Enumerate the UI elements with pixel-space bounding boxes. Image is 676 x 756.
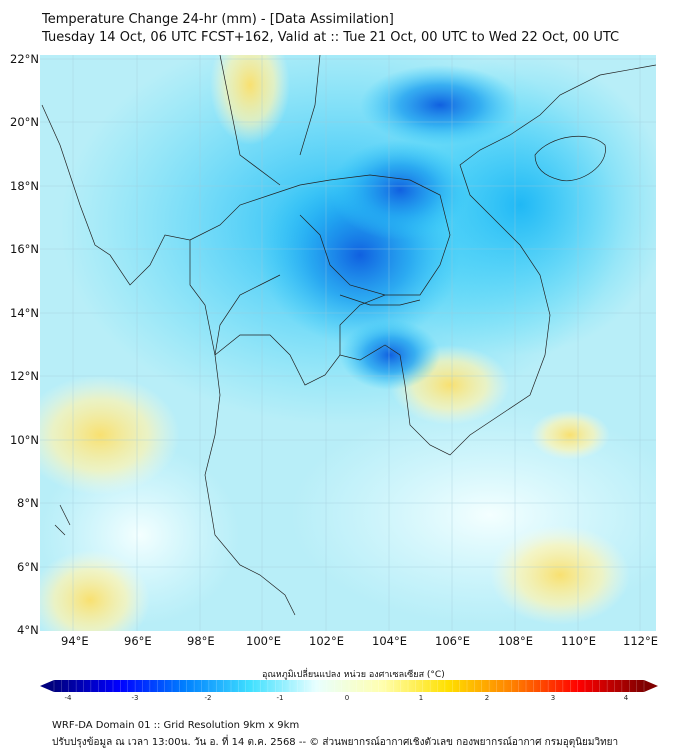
- colorbar-tick: 2: [484, 694, 490, 702]
- lon-label: 108°E: [498, 634, 533, 648]
- coastlines-borders: [41, 55, 656, 616]
- colorbar-tick: -2: [204, 694, 212, 702]
- graticule: [40, 55, 656, 631]
- colorbar-tick: 1: [418, 694, 424, 702]
- lat-label: 4°N: [17, 623, 39, 637]
- lat-label: 18°N: [10, 179, 39, 193]
- lat-label: 20°N: [10, 115, 39, 129]
- colorbar-min-extend: [40, 680, 54, 692]
- colorbar-ramp: [54, 680, 644, 692]
- lon-label: 110°E: [561, 634, 596, 648]
- footer-model-info: WRF-DA Domain 01 :: Grid Resolution 9km …: [52, 720, 300, 731]
- lat-label: 10°N: [10, 433, 39, 447]
- map-panel: [40, 55, 656, 631]
- colorbar-max-extend: [644, 680, 658, 692]
- map-subtitle: Tuesday 14 Oct, 06 UTC FCST+162, Valid a…: [42, 30, 620, 45]
- lon-label: 102°E: [309, 634, 344, 648]
- lat-label: 6°N: [17, 560, 39, 574]
- lon-label: 104°E: [372, 634, 407, 648]
- colorbar-tick: -3: [131, 694, 139, 702]
- colorbar-tick: -1: [276, 694, 284, 702]
- lon-label: 98°E: [187, 634, 215, 648]
- lat-label: 8°N: [17, 496, 39, 510]
- lon-label: 94°E: [61, 634, 89, 648]
- lon-label: 106°E: [435, 634, 470, 648]
- colorbar-tick: 3: [550, 694, 556, 702]
- colorbar-tick: 0: [344, 694, 350, 702]
- colorbar-tick: 4: [623, 694, 629, 702]
- colorbar-label: อุณหภูมิเปลี่ยนแปลง หน่วย องศาเซลเซียส (…: [262, 670, 445, 680]
- footer-update-credit: ปรับปรุงข้อมูล ณ เวลา 13:00น. วัน อ. ที่…: [52, 737, 619, 748]
- lon-label: 112°E: [623, 634, 658, 648]
- map-title: Temperature Change 24-hr (mm) - [Data As…: [42, 12, 394, 27]
- colorbar: [40, 680, 658, 692]
- colorbar-tick: -4: [64, 694, 72, 702]
- lat-label: 16°N: [10, 242, 39, 256]
- lat-label: 22°N: [10, 52, 39, 66]
- lat-label: 14°N: [10, 306, 39, 320]
- lat-label: 12°N: [10, 369, 39, 383]
- lon-label: 100°E: [246, 634, 281, 648]
- lon-label: 96°E: [124, 634, 152, 648]
